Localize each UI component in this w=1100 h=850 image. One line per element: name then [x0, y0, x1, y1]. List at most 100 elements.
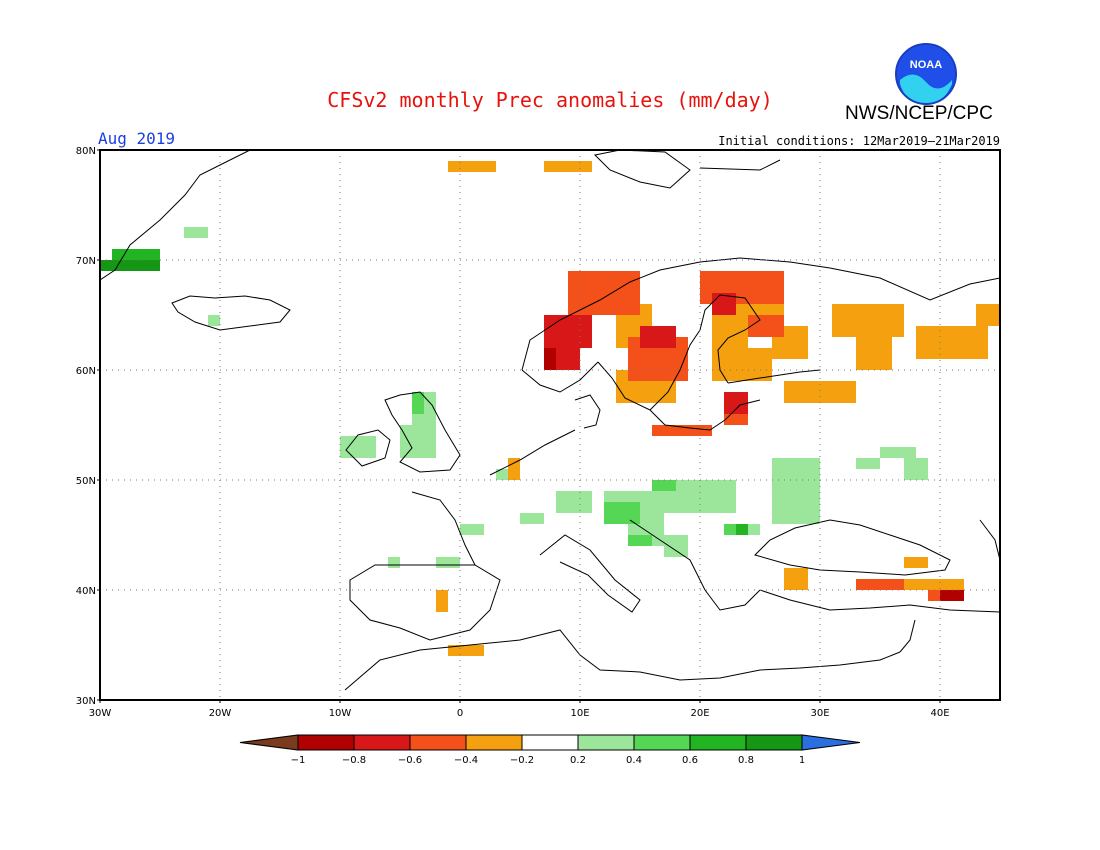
- coastline-denmark: [574, 394, 601, 429]
- coastline-black-sea: [754, 519, 951, 576]
- lon-tick-label: 30E: [810, 708, 829, 719]
- colorbar-tick-label: −0.8: [342, 755, 366, 766]
- anomaly-cell: [724, 392, 748, 414]
- coastline-balkans: [629, 519, 761, 611]
- lat-tick-label: 40N: [76, 586, 96, 597]
- coastline-caspian: [979, 519, 1000, 561]
- anomaly-cell: [652, 480, 676, 491]
- anomaly-cell: [856, 337, 892, 370]
- anomaly-cell: [664, 535, 688, 557]
- anomaly-cell: [940, 590, 964, 601]
- anomaly-cell: [856, 579, 904, 590]
- anomaly-cell: [640, 326, 676, 348]
- anomaly-cell: [784, 381, 856, 403]
- anomaly-patches: [100, 161, 1000, 656]
- coastlines: [100, 150, 1000, 691]
- anomaly-cell: [436, 557, 460, 568]
- coastline-novaya-zemlya: [699, 159, 781, 171]
- lat-tick-label: 50N: [76, 476, 96, 487]
- anomaly-cell: [784, 568, 808, 590]
- coastline-turkey: [759, 589, 1000, 613]
- anomaly-cell: [856, 458, 880, 469]
- anomaly-cell: [448, 645, 484, 656]
- anomaly-cell: [508, 458, 520, 480]
- lat-tick-label: 80N: [76, 146, 96, 157]
- anomaly-cell: [712, 293, 736, 315]
- lon-tick-label: 20E: [690, 708, 709, 719]
- coastline-scandinavia: [521, 257, 1000, 371]
- anomaly-cell: [544, 161, 592, 172]
- anomaly-cell: [916, 326, 988, 359]
- coastline-north-sea: [489, 429, 576, 476]
- colorbar-tick-label: 0.2: [570, 755, 586, 766]
- lon-tick-label: 20W: [209, 708, 232, 719]
- lat-tick-label: 30N: [76, 696, 96, 707]
- anomaly-cell: [904, 579, 964, 590]
- coastline-iberia: [349, 564, 501, 641]
- anomaly-cell: [556, 491, 592, 513]
- colorbar-tick-label: −1: [291, 755, 306, 766]
- initial-conditions: Initial conditions: 12Mar2019–21Mar2019: [718, 134, 1000, 148]
- anomaly-cell: [208, 315, 220, 326]
- coastline-greenland: [100, 150, 251, 281]
- coastline-britain: [384, 391, 461, 473]
- coastline-iceland: [171, 295, 291, 331]
- anomaly-cell: [604, 502, 640, 524]
- organization-label: NWS/NCEP/CPC: [845, 103, 993, 124]
- map-frame: [99, 149, 1001, 701]
- anomaly-cell: [448, 161, 496, 172]
- coastline-svalbard: [593, 150, 691, 189]
- anomaly-cell: [712, 348, 772, 381]
- anomaly-cell: [880, 447, 916, 458]
- colorbar-tick-label: 0.4: [626, 755, 642, 766]
- coastline-baltic-south: [649, 399, 761, 431]
- anomaly-cell: [544, 315, 592, 348]
- coastline-levant: [899, 619, 916, 653]
- anomaly-cell: [832, 304, 904, 337]
- anomaly-cell: [976, 304, 1000, 326]
- anomaly-cell: [652, 425, 712, 436]
- lon-tick-label: 10E: [570, 708, 589, 719]
- lat-tick-label: 60N: [76, 366, 96, 377]
- anomaly-cell: [388, 557, 400, 568]
- coastline-italy: [539, 534, 641, 613]
- anomaly-cell: [604, 271, 640, 293]
- colorbar-tick-label: 0.6: [682, 755, 698, 766]
- anomaly-cell: [400, 425, 436, 458]
- anomaly-cell: [340, 436, 376, 458]
- anomaly-cell: [628, 535, 652, 546]
- lon-tick-label: 40E: [930, 708, 949, 719]
- lon-tick-label: 0: [457, 708, 463, 719]
- coastline-sweden: [597, 294, 761, 411]
- anomaly-cell: [100, 260, 160, 271]
- colorbar-tick-label: 1: [799, 755, 805, 766]
- colorbar-tick-label: −0.4: [454, 755, 478, 766]
- noaa-logo-text: NOAA: [910, 59, 942, 71]
- graticule: [100, 150, 1000, 700]
- map-title: CFSv2 monthly Prec anomalies (mm/day): [327, 88, 773, 112]
- anomaly-cell: [460, 524, 484, 535]
- anomaly-cell: [904, 458, 928, 480]
- anomaly-cell: [520, 513, 544, 524]
- anomaly-cell: [496, 469, 508, 480]
- colorbar-tick-label: 0.8: [738, 755, 754, 766]
- anomaly-cell: [556, 348, 580, 370]
- colorbar-tick-label: −0.6: [398, 755, 422, 766]
- lon-tick-label: 10W: [329, 708, 352, 719]
- noaa-logo: NOAA: [895, 43, 957, 105]
- anomaly-cell: [544, 348, 556, 370]
- lon-tick-label: 30W: [89, 708, 112, 719]
- anomaly-cell: [772, 458, 820, 524]
- coastline-finland-gulf: [727, 369, 821, 384]
- coastline-ireland: [345, 429, 391, 467]
- forecast-month: Aug 2019: [98, 129, 176, 148]
- anomaly-cell: [736, 524, 748, 535]
- lat-tick-label: 70N: [76, 256, 96, 267]
- anomaly-cell: [184, 227, 208, 238]
- anomaly-cell: [904, 557, 928, 568]
- coastline-france-west: [411, 491, 476, 566]
- coastline-norway-south: [521, 361, 599, 393]
- anomaly-cell: [436, 590, 448, 612]
